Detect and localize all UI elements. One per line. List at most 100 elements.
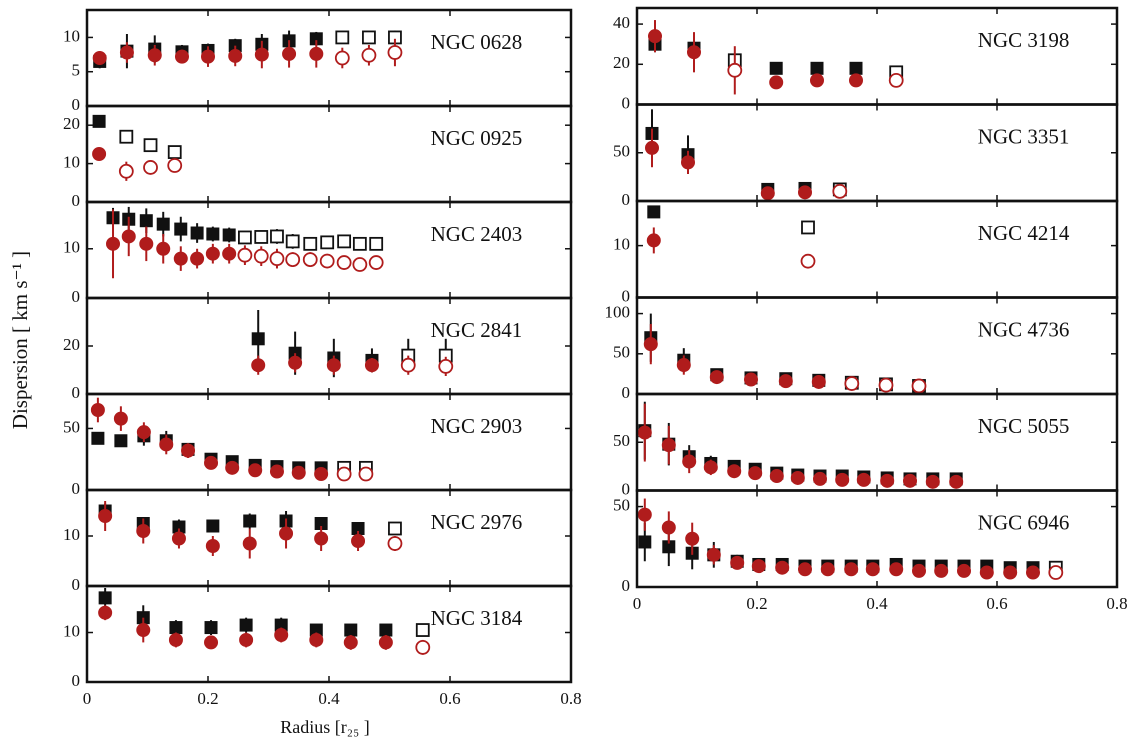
- circle-marker: [352, 257, 368, 272]
- circle-marker: [136, 425, 151, 440]
- circle-marker: [637, 425, 652, 440]
- circle-marker: [912, 563, 926, 578]
- y-tick-label: 0: [72, 191, 81, 210]
- circle-marker: [661, 520, 676, 535]
- circle-marker: [685, 531, 700, 546]
- square-marker: [362, 30, 376, 45]
- circle-marker: [844, 562, 859, 577]
- circle-marker: [190, 251, 205, 266]
- circle-marker: [706, 547, 721, 562]
- circle-marker: [798, 185, 812, 200]
- circle-marker: [98, 605, 113, 620]
- y-tick-label: 20: [613, 53, 630, 72]
- square-marker: [254, 230, 269, 244]
- panel-frame: [635, 6, 1119, 106]
- circle-marker: [880, 473, 895, 488]
- y-tick-label: 50: [63, 417, 80, 436]
- square-marker: [239, 618, 253, 632]
- circle-marker: [1026, 565, 1040, 580]
- y-tick-label: 100: [605, 302, 631, 321]
- circle-marker: [90, 403, 105, 417]
- square-marker: [270, 229, 284, 244]
- square-marker: [222, 228, 236, 242]
- square-marker: [849, 61, 863, 75]
- circle-marker: [682, 454, 697, 469]
- circle-marker: [314, 531, 329, 546]
- circle-marker: [239, 632, 254, 647]
- circle-marker: [336, 466, 352, 482]
- circle-marker: [368, 255, 384, 270]
- panel-frame: [635, 103, 1119, 203]
- square-marker: [156, 217, 170, 231]
- circle-marker: [106, 236, 121, 251]
- circle-marker: [1048, 565, 1064, 580]
- circle-marker: [136, 623, 151, 638]
- panel-title: NGC 3198: [978, 28, 1070, 52]
- y-tick-label: 0: [622, 190, 631, 209]
- square-marker: [92, 114, 106, 128]
- circle-marker: [225, 460, 240, 475]
- circle-marker: [274, 627, 289, 642]
- circle-marker: [849, 73, 863, 88]
- square-marker: [638, 535, 652, 549]
- circle-marker: [832, 183, 848, 199]
- x-tick-label: 0.6: [439, 689, 460, 708]
- circle-marker: [358, 466, 374, 482]
- circle-marker: [378, 635, 393, 650]
- square-marker: [320, 235, 335, 250]
- y-tick-label: 5: [72, 61, 81, 80]
- panel-title: NGC 5055: [978, 414, 1070, 438]
- circle-marker: [903, 473, 917, 488]
- circle-marker: [147, 48, 162, 63]
- circle-marker: [889, 562, 904, 577]
- circle-marker: [204, 635, 219, 650]
- circle-marker: [798, 562, 812, 577]
- circle-marker: [813, 471, 827, 486]
- circle-marker: [168, 632, 183, 647]
- circle-marker: [336, 255, 352, 270]
- circle-marker: [248, 463, 263, 478]
- square-marker: [98, 591, 112, 605]
- circle-marker: [1003, 565, 1018, 580]
- circle-marker: [121, 229, 136, 244]
- square-marker: [190, 226, 204, 240]
- panel-frame: [85, 104, 573, 204]
- y-tick-label: 0: [622, 383, 631, 402]
- circle-marker: [351, 534, 366, 548]
- circle-marker: [661, 438, 676, 453]
- circle-marker: [279, 526, 294, 541]
- circle-marker: [400, 357, 416, 373]
- y-tick-label: 10: [63, 153, 80, 172]
- circle-marker: [810, 73, 824, 88]
- circle-marker: [253, 248, 269, 264]
- panel-frame: [635, 199, 1119, 299]
- x-tick-label: 0: [83, 689, 92, 708]
- circle-marker: [254, 47, 269, 62]
- square-marker: [91, 431, 105, 445]
- square-marker: [114, 434, 128, 448]
- square-marker: [251, 332, 265, 346]
- circle-marker: [143, 160, 158, 175]
- panel-frame: [85, 392, 573, 492]
- square-marker: [169, 621, 183, 635]
- square-marker: [119, 129, 134, 144]
- circle-marker: [159, 437, 174, 452]
- circle-marker: [878, 377, 894, 393]
- circle-marker: [835, 472, 850, 487]
- circle-marker: [820, 562, 835, 577]
- circle-marker: [769, 75, 784, 90]
- circle-marker: [334, 50, 350, 66]
- circle-marker: [228, 48, 243, 63]
- panel-title: NGC 3351: [978, 124, 1070, 148]
- circle-marker: [139, 236, 154, 251]
- circle-marker: [438, 358, 454, 374]
- circle-marker: [364, 358, 379, 373]
- y-tick-label: 0: [72, 479, 81, 498]
- x-tick-label: 0: [633, 594, 642, 613]
- circle-marker: [687, 45, 701, 60]
- circle-marker: [727, 464, 742, 479]
- circle-marker: [291, 465, 306, 480]
- circle-marker: [92, 147, 107, 161]
- panel-frame: [85, 488, 573, 588]
- panel-title: NGC 0628: [431, 30, 523, 54]
